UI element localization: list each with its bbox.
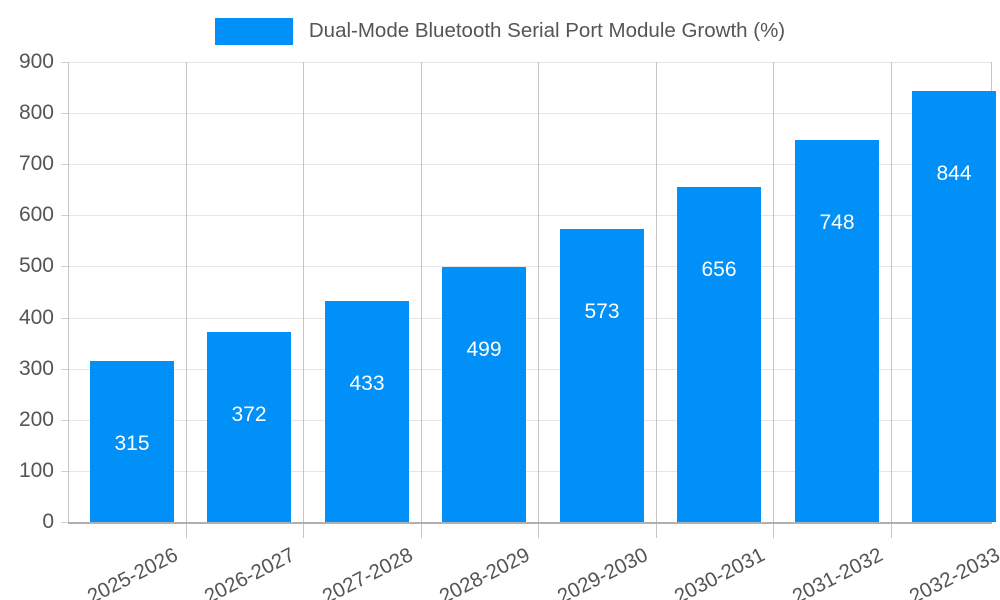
y-axis-tick-mark xyxy=(61,419,68,421)
x-axis-tick-mark xyxy=(538,524,539,538)
y-axis-tick-mark xyxy=(61,266,68,268)
bar[interactable]: 844 xyxy=(912,90,996,522)
gridline-vertical xyxy=(186,62,187,522)
x-axis-tick-label: 2025-2026 xyxy=(83,543,182,600)
x-axis-tick-mark xyxy=(773,524,774,538)
bar[interactable]: 433 xyxy=(325,300,409,522)
bar[interactable]: 573 xyxy=(560,229,644,522)
gridline-horizontal xyxy=(68,470,992,472)
gridline-vertical xyxy=(68,62,69,522)
x-axis-line xyxy=(68,522,992,524)
bar[interactable]: 656 xyxy=(677,186,761,522)
y-axis-tick-mark xyxy=(61,164,68,166)
bar[interactable]: 499 xyxy=(442,266,526,522)
y-axis-tick-label: 300 xyxy=(18,356,54,380)
bar-value-label: 573 xyxy=(584,300,620,324)
bar-value-label: 433 xyxy=(349,371,385,395)
y-axis-tick-mark xyxy=(61,113,68,115)
y-axis-tick-mark xyxy=(61,215,68,217)
bar-value-label: 315 xyxy=(114,432,150,455)
y-axis-tick-label: 200 xyxy=(18,407,54,431)
bar-value-label: 499 xyxy=(466,337,502,361)
y-axis-tick-label: 400 xyxy=(18,305,54,329)
gridline-horizontal xyxy=(68,368,992,370)
y-axis-tick-mark xyxy=(61,62,68,63)
legend-color-swatch xyxy=(214,17,293,45)
x-axis-tick-label: 2026-2027 xyxy=(200,543,299,600)
legend-label: Dual-Mode Bluetooth Serial Port Module G… xyxy=(308,18,786,42)
x-axis-tick-mark xyxy=(891,524,892,538)
y-axis-tick-label: 900 xyxy=(18,50,54,73)
x-axis-tick-mark xyxy=(186,524,187,538)
bar-value-label: 748 xyxy=(819,210,855,234)
x-axis-tick-mark xyxy=(656,524,657,538)
legend-entry-series-1[interactable]: Dual-Mode Bluetooth Serial Port Module G… xyxy=(214,17,786,45)
bar[interactable]: 748 xyxy=(795,139,879,522)
y-axis-tick-mark xyxy=(61,470,68,472)
gridline-horizontal xyxy=(68,215,992,217)
y-axis-tick-label: 600 xyxy=(18,203,54,227)
gridline-vertical xyxy=(538,62,539,522)
y-axis-tick-mark xyxy=(61,368,68,370)
gridline-horizontal xyxy=(68,62,992,63)
gridline-vertical xyxy=(773,62,774,522)
x-axis-tick-label: 2031-2032 xyxy=(788,543,887,600)
gridline-horizontal xyxy=(68,266,992,268)
gridline-horizontal xyxy=(68,317,992,319)
y-axis-tick-label: 700 xyxy=(18,152,54,176)
chart-legend: Dual-Mode Bluetooth Serial Port Module G… xyxy=(0,14,1000,48)
gridline-horizontal xyxy=(68,164,992,166)
bar-value-label: 656 xyxy=(701,257,737,281)
x-axis-tick-label: 2027-2028 xyxy=(318,543,417,600)
bar-value-label: 372 xyxy=(231,402,267,426)
gridline-horizontal xyxy=(68,419,992,421)
y-axis-tick-label: 500 xyxy=(18,254,54,278)
plot-area: 315 372 433 499 573 656 748 844 xyxy=(68,62,996,524)
y-axis-tick-mark xyxy=(61,317,68,319)
x-axis-tick-label: 2032-2033 xyxy=(905,543,1000,600)
x-axis-tick-label: 2030-2031 xyxy=(670,543,769,600)
x-axis-tick-label: 2029-2030 xyxy=(553,543,652,600)
gridline-vertical xyxy=(421,62,422,522)
y-axis-tick-label: 0 xyxy=(42,510,54,533)
gridline-vertical xyxy=(303,62,304,522)
x-axis-tick-mark xyxy=(421,524,422,538)
x-axis-tick-mark xyxy=(303,524,304,538)
bar-value-label: 844 xyxy=(936,161,972,185)
bar[interactable]: 315 xyxy=(90,361,174,522)
y-axis-tick-label: 800 xyxy=(18,101,54,125)
gridline-vertical xyxy=(891,62,892,522)
gridline-horizontal xyxy=(68,113,992,115)
y-axis-tick-label: 100 xyxy=(18,458,54,482)
bar[interactable]: 372 xyxy=(207,331,291,522)
x-axis-tick-label: 2028-2029 xyxy=(435,543,534,600)
gridline-vertical xyxy=(656,62,657,522)
y-axis-tick-mark xyxy=(61,522,68,523)
